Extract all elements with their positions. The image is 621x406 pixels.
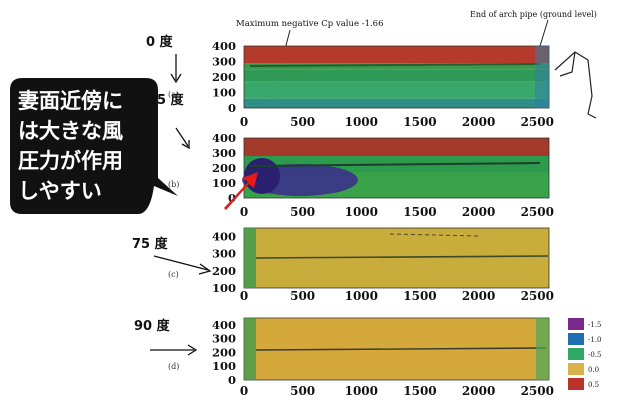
heatmap-band xyxy=(244,46,549,64)
y-tick-label: 400 xyxy=(212,131,236,145)
legend-label: -0.5 xyxy=(588,351,602,359)
x-tick-label: 0 xyxy=(240,289,248,303)
y-tick-label: 200 xyxy=(212,264,236,278)
x-tick-label: 1000 xyxy=(345,115,378,129)
callout-line-4: しやすい xyxy=(18,179,102,203)
x-tick-label: 500 xyxy=(290,384,315,398)
y-tick-label: 100 xyxy=(212,359,236,373)
legend-label: 0.5 xyxy=(588,381,599,389)
legend-label: -1.5 xyxy=(588,321,602,329)
x-tick-label: 1000 xyxy=(345,289,378,303)
x-tick-label: 2000 xyxy=(462,289,495,303)
y-tick-label: 100 xyxy=(212,281,236,295)
legend-swatch xyxy=(568,348,584,360)
x-tick-label: 500 xyxy=(290,289,315,303)
y-tick-label: 400 xyxy=(212,39,236,53)
edge-region xyxy=(244,228,256,288)
y-tick-label: 0 xyxy=(228,191,236,205)
angle-0-label-group: 0 度 xyxy=(146,34,182,84)
x-tick-label: 2500 xyxy=(521,384,554,398)
x-tick-label: 1500 xyxy=(403,384,436,398)
x-tick-label: 500 xyxy=(290,115,315,129)
y-tick-label: 400 xyxy=(212,230,236,244)
callout-line-2: は大きな風 xyxy=(18,119,123,143)
edge-region xyxy=(536,318,549,380)
streak-line xyxy=(249,162,541,167)
panel-tag: (b) xyxy=(168,180,179,189)
heatmap-band xyxy=(244,98,549,108)
max-negative-annotation: Maximum negative Cp value -1.66 xyxy=(236,19,384,29)
callout-bubble xyxy=(10,78,178,214)
y-tick-label: 100 xyxy=(212,86,236,100)
x-tick-label: 1000 xyxy=(345,384,378,398)
callout-line-3: 圧力が作用 xyxy=(18,149,123,173)
end-of-arch-pointer xyxy=(539,19,549,47)
y-tick-label: 300 xyxy=(212,55,236,69)
edge-region xyxy=(535,46,549,108)
panel-tag: (c) xyxy=(168,270,179,279)
angle-90-label: 90 度 xyxy=(134,318,171,334)
x-tick-label: 1500 xyxy=(403,205,436,219)
streak-line xyxy=(255,255,549,259)
angle-90-label-group: 90 度 xyxy=(134,318,198,356)
x-tick-label: 2500 xyxy=(521,115,554,129)
streak-line xyxy=(249,63,541,67)
red-highlight-arrow xyxy=(224,172,258,210)
legend-swatch xyxy=(568,378,584,390)
y-tick-label: 200 xyxy=(212,161,236,175)
y-tick-label: 0 xyxy=(228,101,236,115)
x-tick-label: 1500 xyxy=(403,289,436,303)
y-tick-label: 300 xyxy=(212,332,236,346)
edge-region xyxy=(244,318,256,380)
legend-swatch xyxy=(568,363,584,375)
x-tick-label: 0 xyxy=(240,384,248,398)
arch-pipe-sketch xyxy=(554,51,597,119)
x-tick-label: 0 xyxy=(240,205,248,219)
heatmap-band xyxy=(244,63,549,70)
y-tick-label: 300 xyxy=(212,247,236,261)
panel-tag: (a) xyxy=(168,90,179,99)
y-tick-label: 200 xyxy=(212,70,236,84)
plot-frame xyxy=(243,137,550,199)
x-tick-label: 2000 xyxy=(462,115,495,129)
legend-swatch xyxy=(568,318,584,330)
x-tick-label: 2000 xyxy=(462,384,495,398)
angle-0-label: 0 度 xyxy=(146,34,174,50)
heatmap-band xyxy=(244,138,549,156)
streak-line xyxy=(389,233,481,237)
streak-line xyxy=(255,347,547,351)
x-tick-label: 1500 xyxy=(403,115,436,129)
callout-line-1: 妻面近傍に xyxy=(18,89,123,113)
y-tick-label: 200 xyxy=(212,345,236,359)
x-tick-label: 2000 xyxy=(462,205,495,219)
angle-75-label-group: 75 度 xyxy=(132,236,212,275)
x-tick-label: 500 xyxy=(290,205,315,219)
y-tick-label: 0 xyxy=(228,373,236,387)
y-tick-label: 400 xyxy=(212,318,236,332)
heatmap-band xyxy=(244,69,549,82)
x-tick-label: 1000 xyxy=(345,205,378,219)
x-tick-label: 2500 xyxy=(521,289,554,303)
legend-label: 0.0 xyxy=(588,366,599,374)
panel-tag: (d) xyxy=(168,362,179,371)
x-tick-label: 2500 xyxy=(521,205,554,219)
end-of-arch-annotation: End of arch pipe (ground level) xyxy=(470,10,597,19)
y-tick-label: 100 xyxy=(212,176,236,190)
angle-75-label: 75 度 xyxy=(132,236,169,252)
heatmap-band xyxy=(244,81,549,99)
x-tick-label: 0 xyxy=(240,115,248,129)
legend-swatch xyxy=(568,333,584,345)
color-legend: -1.5 -1.0 -0.5 0.0 0.5 xyxy=(568,318,602,390)
y-tick-label: 300 xyxy=(212,146,236,160)
legend-label: -1.0 xyxy=(588,336,602,344)
